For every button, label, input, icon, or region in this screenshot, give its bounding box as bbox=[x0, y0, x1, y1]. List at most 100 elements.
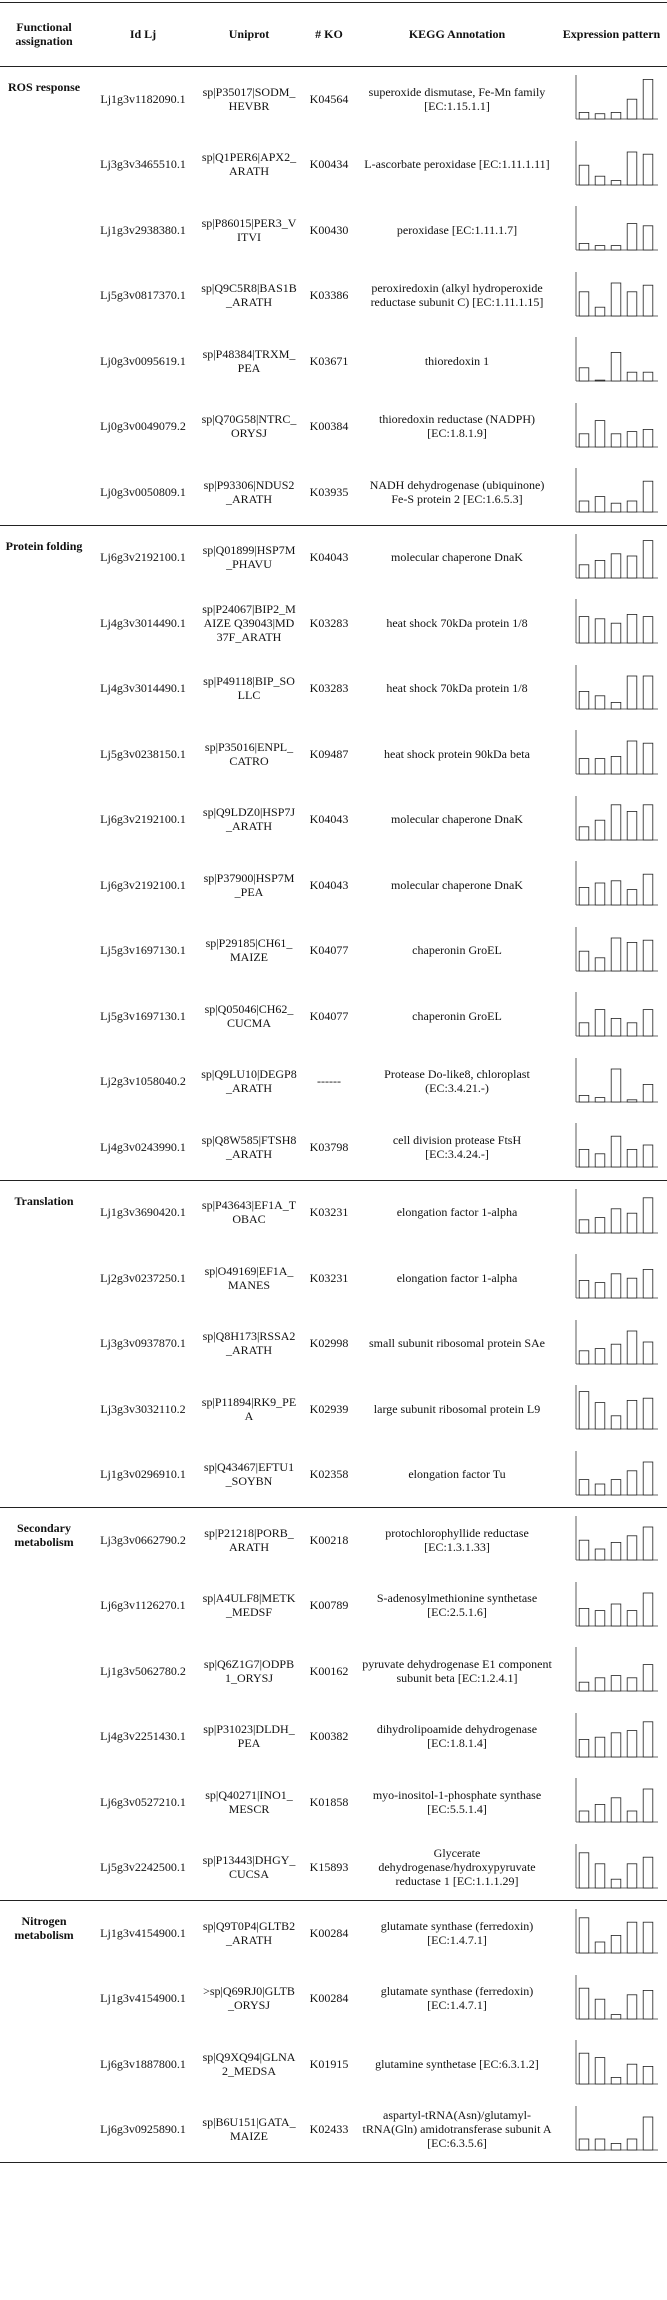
expression-bar bbox=[578, 290, 590, 316]
expression-bar bbox=[610, 1017, 622, 1037]
expression-bar bbox=[610, 112, 622, 120]
expression-bar bbox=[578, 367, 590, 382]
expression-chart bbox=[575, 795, 658, 840]
expression-bar bbox=[626, 2138, 638, 2150]
uniprot-id: sp|P29185|CH61_MAIZE bbox=[205, 936, 293, 965]
expression-bar bbox=[610, 179, 622, 185]
expression-bar bbox=[610, 282, 622, 316]
expression-chart bbox=[575, 140, 658, 185]
expression-bar bbox=[594, 1941, 606, 1954]
expression-bar bbox=[642, 1268, 654, 1299]
ko-id: K00162 bbox=[309, 1663, 349, 1678]
expression-bar bbox=[594, 306, 606, 316]
gene-id: Lj1g3v5062780.2 bbox=[100, 1663, 186, 1678]
expression-bar bbox=[578, 825, 590, 840]
ko-id: K04564 bbox=[309, 91, 349, 106]
expression-bar bbox=[642, 1526, 654, 1561]
expression-bar bbox=[626, 889, 638, 906]
expression-bar bbox=[578, 500, 590, 513]
kegg-annotation: peroxiredoxin (alkyl hydroperoxide reduc… bbox=[370, 281, 544, 310]
expression-bar bbox=[626, 1148, 638, 1168]
gene-id: Lj1g3v4154900.1 bbox=[100, 1991, 186, 2006]
expression-bar bbox=[642, 79, 654, 120]
uniprot-id: sp|P86015|PER3_VITVI bbox=[201, 215, 297, 244]
expression-bar bbox=[594, 1096, 606, 1102]
ko-id: K00284 bbox=[309, 1991, 349, 2006]
expression-chart bbox=[575, 1319, 658, 1364]
ko-id: K00434 bbox=[309, 157, 349, 172]
expression-chart bbox=[575, 533, 658, 578]
column-header: # KO bbox=[315, 27, 343, 41]
expression-bar bbox=[626, 1609, 638, 1626]
expression-bar bbox=[578, 1279, 590, 1299]
expression-bar bbox=[578, 690, 590, 709]
expression-bar bbox=[578, 1987, 590, 2019]
expression-bar bbox=[610, 1731, 622, 1757]
expression-bar bbox=[626, 290, 638, 316]
expression-bar bbox=[610, 1934, 622, 1954]
uniprot-id: sp|Q05046|CH62_CUCMA bbox=[204, 1001, 294, 1030]
kegg-annotation: glutamine synthetase [EC:6.3.1.2] bbox=[375, 2056, 539, 2071]
expression-bar bbox=[578, 1681, 590, 1692]
kegg-annotation: Glycerate dehydrogenase/hydroxypyruvate … bbox=[378, 1846, 536, 1889]
uniprot-id: sp|A4ULF8|METK_MEDSF bbox=[202, 1591, 296, 1620]
expression-chart bbox=[575, 1843, 658, 1888]
expression-bar bbox=[578, 1148, 590, 1168]
uniprot-id: sp|P35017|SODM_HEVBR bbox=[202, 84, 296, 113]
expression-chart bbox=[575, 1974, 658, 2019]
expression-bar bbox=[594, 379, 606, 382]
expression-bar bbox=[578, 164, 590, 185]
expression-bar bbox=[610, 351, 622, 382]
gene-id: Lj5g3v0817370.1 bbox=[100, 288, 186, 303]
ko-id: K03935 bbox=[309, 484, 349, 499]
kegg-annotation: pyruvate dehydrogenase E1 component subu… bbox=[362, 1656, 552, 1685]
expression-bar bbox=[610, 1541, 622, 1561]
kegg-annotation: elongation factor Tu bbox=[408, 1467, 506, 1482]
column-header: KEGG Annotation bbox=[408, 27, 506, 41]
expression-bar bbox=[578, 563, 590, 578]
rule-line bbox=[0, 1179, 667, 1181]
ko-id: K03386 bbox=[309, 288, 349, 303]
expression-bar bbox=[642, 675, 654, 709]
expression-bar bbox=[626, 1921, 638, 1954]
expression-bar bbox=[626, 1993, 638, 2019]
gene-id: Lj4g3v3014490.1 bbox=[100, 615, 186, 630]
expression-chart bbox=[575, 2105, 658, 2150]
kegg-annotation: L-ascorbate peroxidase [EC:1.11.1.11] bbox=[364, 157, 550, 172]
uniprot-id: sp|Q9XQ94|GLNA2_MEDSA bbox=[202, 2049, 296, 2078]
expression-bar bbox=[594, 113, 606, 120]
expression-bar bbox=[642, 616, 654, 644]
kegg-annotation: S-adenosylmethionine synthetase [EC:2.5.… bbox=[376, 1591, 538, 1620]
expression-bar bbox=[642, 1720, 654, 1757]
gene-id: Lj4g3v2251430.1 bbox=[100, 1729, 186, 1744]
ko-id: K09487 bbox=[309, 746, 349, 761]
gene-id: Lj6g3v2192100.1 bbox=[100, 812, 186, 827]
gene-id: Lj6g3v1126270.1 bbox=[100, 1598, 186, 1613]
expression-chart bbox=[575, 599, 658, 644]
expression-bar bbox=[626, 223, 638, 251]
expression-bar bbox=[642, 284, 654, 316]
expression-bar bbox=[578, 1810, 590, 1823]
kegg-annotation: elongation factor 1-alpha bbox=[396, 1205, 518, 1220]
expression-bar bbox=[578, 616, 590, 644]
expression-bar bbox=[626, 1277, 638, 1299]
expression-bar bbox=[610, 432, 622, 447]
kegg-annotation: thioredoxin 1 bbox=[424, 353, 490, 368]
rule-line bbox=[0, 2162, 667, 2163]
expression-bar bbox=[610, 937, 622, 971]
ko-id: K03283 bbox=[309, 615, 349, 630]
expression-chart bbox=[575, 75, 658, 120]
uniprot-id: sp|Q8H173|RSSA2_ARATH bbox=[202, 1329, 296, 1358]
ko-id: K00789 bbox=[309, 1598, 349, 1613]
expression-bar bbox=[594, 1402, 606, 1430]
expression-bar bbox=[594, 1347, 606, 1364]
uniprot-id: sp|P13443|DHGY_CUCSA bbox=[202, 1853, 296, 1882]
expression-bar bbox=[578, 432, 590, 447]
expression-bar bbox=[642, 873, 654, 906]
gene-id: Lj1g3v3690420.1 bbox=[100, 1205, 186, 1220]
expression-chart bbox=[575, 1647, 658, 1692]
section-label: Secondary metabolism bbox=[14, 1521, 74, 1549]
expression-bar bbox=[626, 1098, 638, 1102]
kegg-annotation: heat shock 70kDa protein 1/8 bbox=[386, 681, 528, 696]
ko-id: K04077 bbox=[309, 943, 349, 958]
